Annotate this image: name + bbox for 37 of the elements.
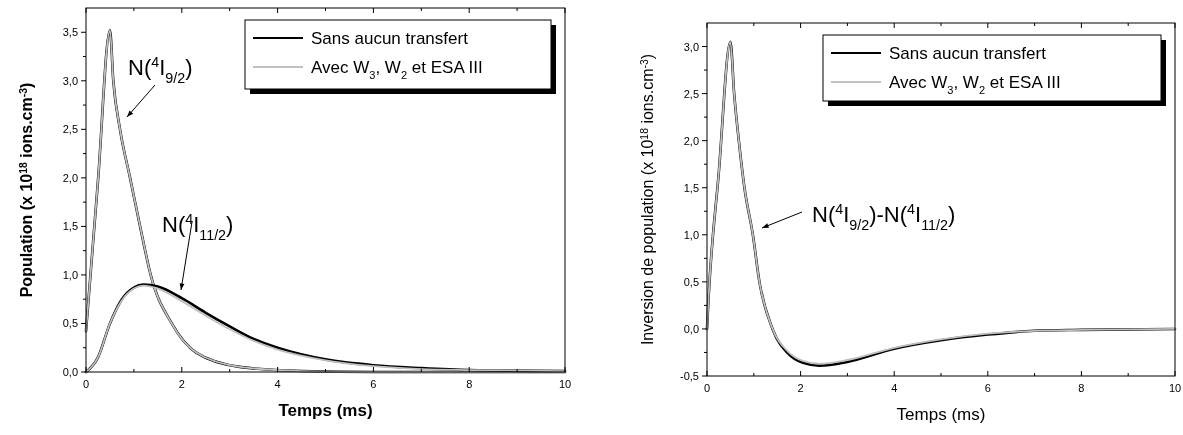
y-tick-label: 2,5	[683, 87, 699, 100]
x-tick-label: 8	[466, 378, 473, 390]
annotation: N($^{4}$I$_{11/2}$)	[162, 211, 234, 243]
x-tick-label: 0	[82, 378, 90, 390]
x-tick-label: 6	[984, 382, 991, 394]
legend-label: Avec W$_{3}$, W$_{2}$ et ESA III	[311, 58, 483, 81]
x-axis-title: Temps (ms)	[278, 401, 373, 420]
y-tick-label: 1,5	[683, 181, 699, 194]
y-tick-label: 3,0	[62, 74, 78, 87]
y-tick-label: 0,0	[683, 322, 699, 335]
x-tick-label: 6	[370, 378, 377, 390]
y-tick-label: 1,0	[62, 268, 78, 281]
text: N($^{4}$I$_{9/2}$)-N($^{4}$I$_{11/2}$)	[812, 201, 956, 233]
y-tick-label: 1,0	[683, 228, 699, 241]
y-tick-label: 1,5	[62, 220, 78, 233]
y-tick-label: -0,5	[680, 370, 699, 382]
x-tick-label: 0	[703, 382, 711, 394]
x-tick-label: 8	[1078, 382, 1085, 394]
y-tick-label: 0,5	[683, 275, 699, 288]
x-tick-label: 10	[1168, 382, 1182, 394]
y-tick-label: 2,0	[62, 171, 78, 184]
x-axis-title: Temps (ms)	[896, 405, 986, 424]
legend-label: Avec W$_{3}$, W$_{2}$ et ESA III	[889, 73, 1061, 96]
x-tick-label: 10	[558, 378, 572, 390]
y-tick-label: 3,0	[683, 40, 699, 53]
legend-label: Sans aucun transfert	[311, 29, 469, 48]
y-tick-label: 0,5	[62, 317, 78, 330]
legend-label: Sans aucun transfert	[889, 44, 1047, 63]
y-tick-label: 3,5	[62, 26, 78, 39]
annotation: N($^{4}$I$_{9/2}$)	[128, 54, 193, 86]
x-tick-label: 2	[178, 378, 185, 390]
x-tick-label: 2	[797, 382, 804, 394]
x-tick-label: 4	[274, 378, 281, 390]
y-tick-label: 2,5	[62, 123, 78, 136]
y-tick-label: 2,0	[683, 134, 699, 147]
x-tick-label: 4	[891, 382, 898, 394]
y-tick-label: 0,0	[62, 366, 78, 378]
